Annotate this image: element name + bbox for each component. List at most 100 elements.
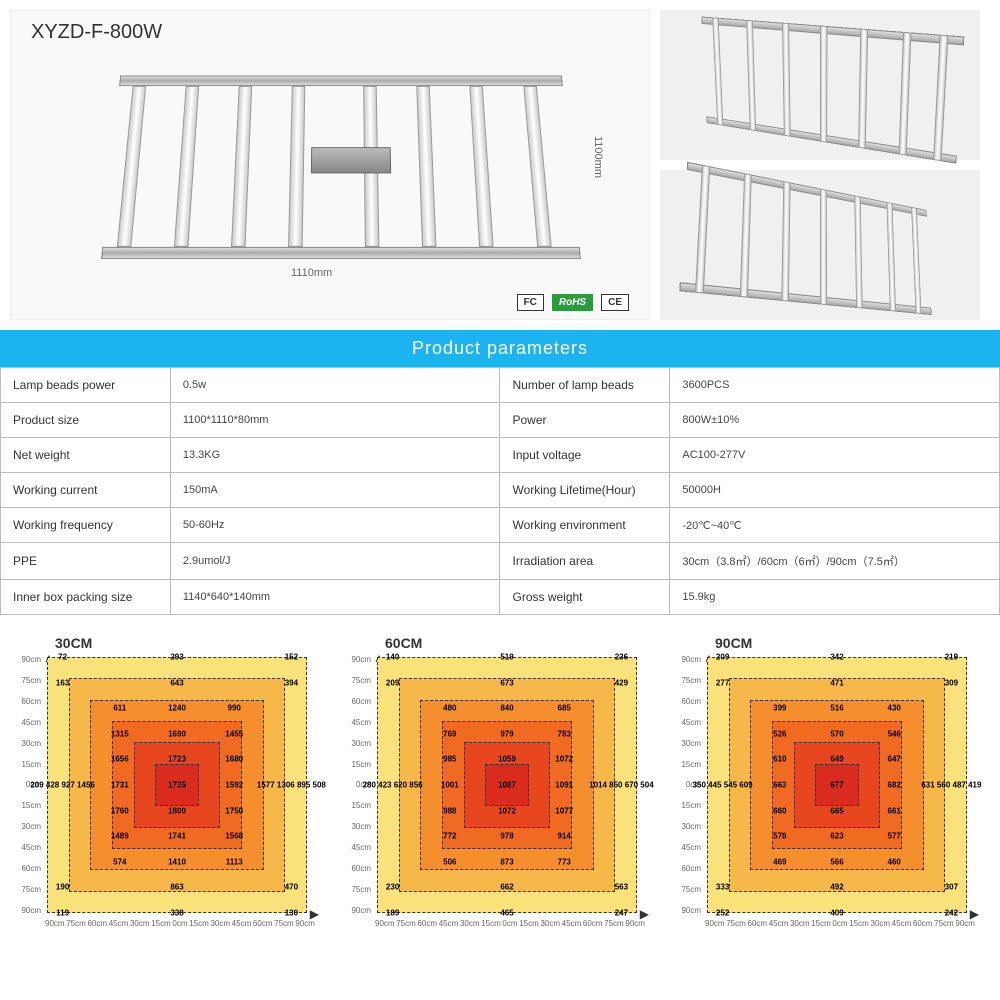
cert-fc: FC <box>517 294 544 311</box>
heatmap-value: 985 <box>443 755 456 764</box>
heatmap-value: 772 <box>443 832 456 841</box>
param-label: Product size <box>1 403 171 438</box>
heatmap-value: 209 <box>386 678 399 687</box>
param-value: 150mA <box>170 473 500 508</box>
heatmap-value: 242 <box>945 909 958 918</box>
heatmap-chart: 90CM 90cm75cm60cm45cm30cm15cm0cm15cm30cm4… <box>675 635 985 935</box>
heatmap-value: 394 <box>285 678 298 687</box>
heatmap-value: 863 <box>170 883 183 892</box>
certifications: FC RoHS CE <box>517 294 629 311</box>
heatmap-value: 643 <box>170 678 183 687</box>
heatmap-value: 236 <box>615 653 628 662</box>
heatmap-value: 492 <box>830 883 843 892</box>
heatmap-value: 662 <box>500 883 513 892</box>
fixture-illustration <box>101 76 581 260</box>
heatmap-value: 307 <box>945 883 958 892</box>
heatmap-value: 873 <box>500 857 513 866</box>
height-dimension: 1100mm <box>592 136 604 178</box>
x-axis: 90cm75cm60cm45cm30cm15cm0cm15cm30cm45cm6… <box>705 919 975 935</box>
heatmap-value: 1656 <box>111 755 129 764</box>
heatmap-value: 1800 <box>168 806 186 815</box>
param-value: -20℃~40℃ <box>670 508 1000 543</box>
heatmap-value: 661 <box>888 806 901 815</box>
heatmap-value: 163 <box>56 678 69 687</box>
heatmap-value: 1741 <box>168 832 186 841</box>
param-label: Working frequency <box>1 508 171 543</box>
heatmap-value: 1001 <box>441 781 459 790</box>
heatmap-value: 429 <box>615 678 628 687</box>
param-value: 50-60Hz <box>170 508 500 543</box>
heatmap-value: 350 445 545 609 <box>693 781 753 790</box>
heatmap-value: 566 <box>830 857 843 866</box>
heatmap-value: 914 <box>558 832 571 841</box>
heatmap-value: 649 <box>830 755 843 764</box>
param-value: AC100-277V <box>670 438 1000 473</box>
param-row: Working frequency 50-60Hz Working enviro… <box>1 508 1000 543</box>
heatmap-value: 783 <box>558 729 571 738</box>
heatmap-value: 1113 <box>226 857 243 866</box>
heatmap-value: 72 <box>58 653 67 662</box>
param-label: Inner box packing size <box>1 580 171 615</box>
heatmap-value: 119 <box>56 909 69 918</box>
param-label: Irradiation area <box>500 543 670 580</box>
params-table: Lamp beads power 0.5w Number of lamp bea… <box>0 367 1000 615</box>
param-label: Working environment <box>500 508 670 543</box>
heatmap-value: 1750 <box>225 806 243 815</box>
heatmap-value: 460 <box>888 857 901 866</box>
heatmap-value: 152 <box>285 653 298 662</box>
heatmap-grid: 1405192362096734294808406857699797839851… <box>377 657 637 913</box>
side-image-2 <box>660 170 980 320</box>
heatmap-value: 1592 <box>225 781 243 790</box>
heatmap-value: 1410 <box>168 857 186 866</box>
heatmap-value: 1240 <box>168 704 186 713</box>
heatmap-value: 471 <box>830 678 843 687</box>
param-label: Number of lamp beads <box>500 368 670 403</box>
cert-ce: CE <box>601 294 629 311</box>
heatmap-value: 409 <box>830 909 843 918</box>
heatmap-value: 333 <box>716 883 729 892</box>
heatmap-value: 979 <box>500 729 513 738</box>
heatmap-grid: 2093422192774713093995164305265705466106… <box>707 657 967 913</box>
heatmap-value: 1072 <box>498 806 516 815</box>
heatmap-title: 60CM <box>345 635 655 651</box>
heatmap-value: 1723 <box>168 755 186 764</box>
heatmap-value: 338 <box>170 909 183 918</box>
param-value: 15.9kg <box>670 580 1000 615</box>
heatmap-value: 665 <box>830 806 843 815</box>
param-label: Working current <box>1 473 171 508</box>
heatmap-value: 1690 <box>168 729 186 738</box>
param-row: Working current 150mA Working Lifetime(H… <box>1 473 1000 508</box>
param-label: Net weight <box>1 438 171 473</box>
heatmap-title: 90CM <box>675 635 985 651</box>
heatmap-value: 190 <box>56 883 69 892</box>
heatmap-value: 293 <box>170 653 183 662</box>
param-row: Lamp beads power 0.5w Number of lamp bea… <box>1 368 1000 403</box>
heatmap-value: 130 <box>285 909 298 918</box>
param-value: 1140*640*140mm <box>170 580 500 615</box>
param-label: Working Lifetime(Hour) <box>500 473 670 508</box>
heatmap-chart: 60CM90cm75cm60cm45cm30cm15cm0cm15cm30cm4… <box>345 635 655 935</box>
heatmap-title: 30CM <box>15 635 325 651</box>
heatmap-value: 465 <box>500 909 513 918</box>
param-row: Net weight 13.3KG Input voltage AC100-27… <box>1 438 1000 473</box>
heatmap-value: 769 <box>443 729 456 738</box>
heatmap-value: 470 <box>285 883 298 892</box>
heatmap-value: 247 <box>615 909 628 918</box>
heatmap-value: 526 <box>773 729 786 738</box>
heatmap-value: 682 <box>888 781 901 790</box>
width-dimension: 1110mm <box>291 267 332 279</box>
param-row: Product size 1100*1110*80mm Power 800W±1… <box>1 403 1000 438</box>
params-header: Product parameters <box>0 330 1000 367</box>
param-value: 0.5w <box>170 368 500 403</box>
heatmap-value: 546 <box>888 729 901 738</box>
heatmap-value: 1072 <box>555 755 573 764</box>
heatmap-value: 611 <box>113 704 126 713</box>
heatmap-value: 623 <box>830 832 843 841</box>
heatmap-value: 574 <box>113 857 126 866</box>
heatmap-chart: 30CM90cm75cm60cm45cm30cm15cm0cm15cm30cm4… <box>15 635 325 935</box>
heatmap-value: 840 <box>500 704 513 713</box>
param-label: Lamp beads power <box>1 368 171 403</box>
heatmap-value: 1087 <box>498 781 516 790</box>
heatmap-value: 677 <box>830 781 843 790</box>
heatmap-grid: 7229315216364339461112409901315169014551… <box>47 657 307 913</box>
